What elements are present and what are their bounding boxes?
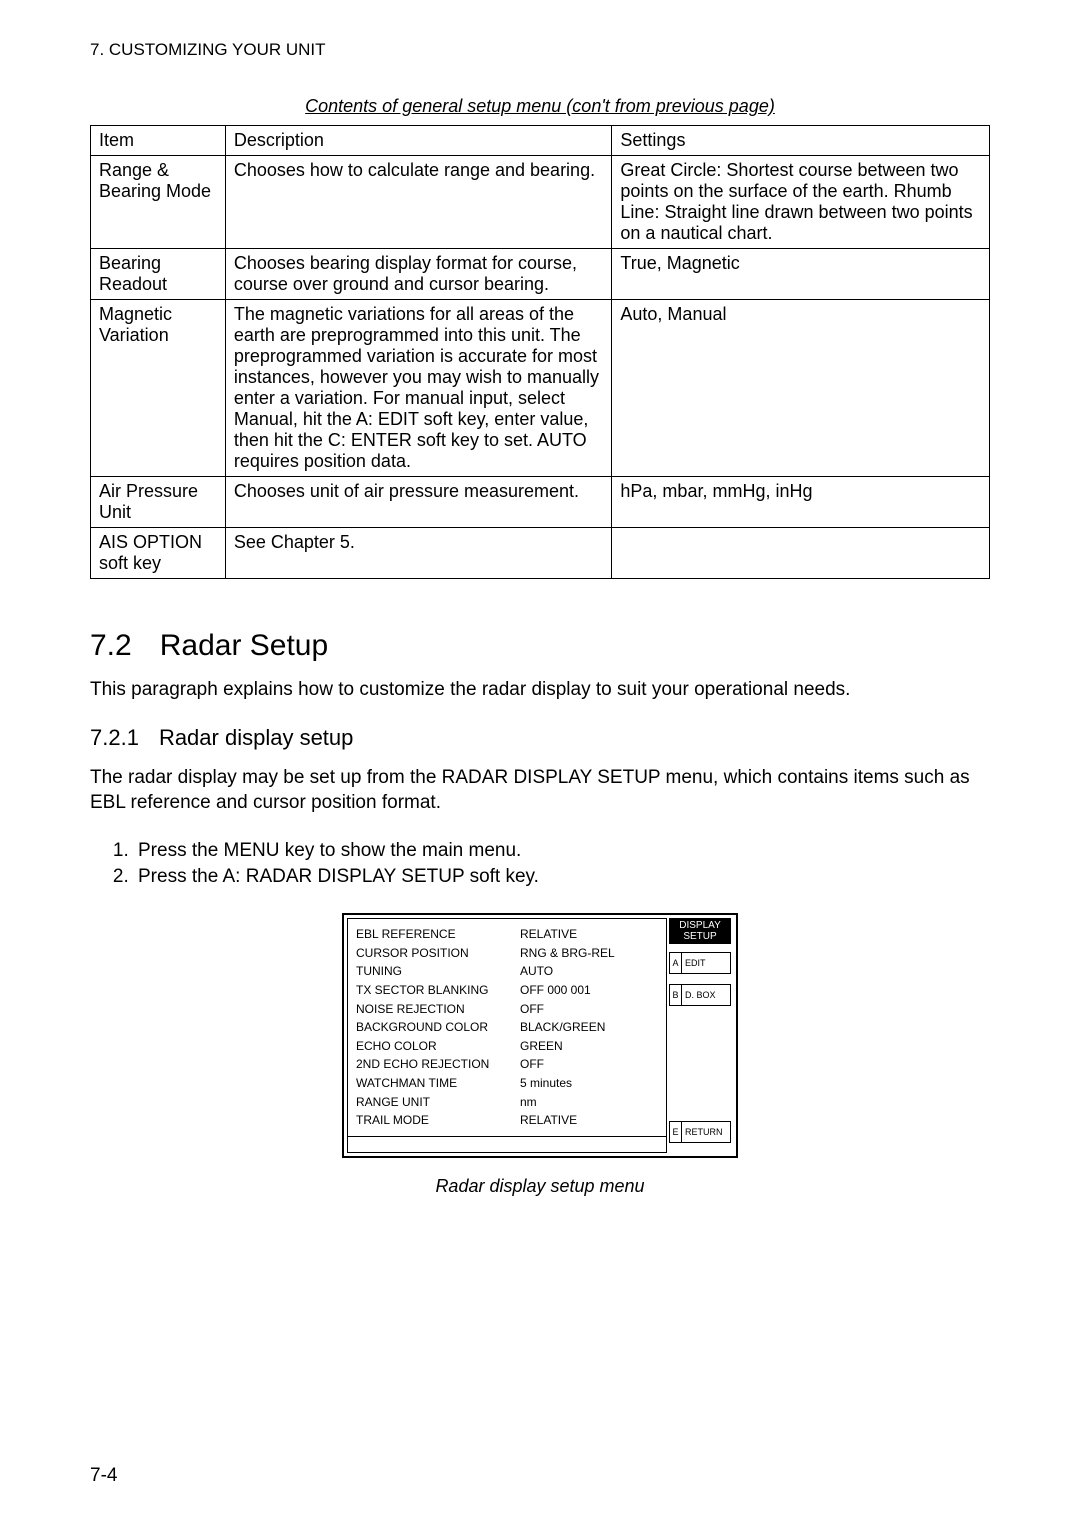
menu-item-value: RELATIVE [520,1111,658,1130]
subsection-title: Radar display setup [159,725,353,750]
cell-item: Magnetic Variation [91,300,226,477]
subsection-heading: 7.2.1 Radar display setup [90,725,990,751]
menu-row: CURSOR POSITIONRNG & BRG-REL [356,944,658,963]
menu-inner: EBL REFERENCERELATIVECURSOR POSITIONRNG … [347,918,733,1153]
softkey-label: EDIT [682,953,730,973]
subsection-intro: The radar display may be set up from the… [90,765,990,816]
menu-softkey-column: DISPLAY SETUP AEDITBD. BOX ERETURN [667,918,733,1153]
cell-description: See Chapter 5. [225,528,612,579]
menu-figure-container: EBL REFERENCERELATIVECURSOR POSITIONRNG … [90,913,990,1158]
cell-item: Air Pressure Unit [91,477,226,528]
cell-description: The magnetic variations for all areas of… [225,300,612,477]
softkey-letter: E [670,1122,682,1142]
cell-description: Chooses bearing display format for cours… [225,249,612,300]
softkey-button[interactable]: AEDIT [669,952,731,974]
menu-left-column: EBL REFERENCERELATIVECURSOR POSITIONRNG … [347,918,667,1153]
menu-row: TUNINGAUTO [356,962,658,981]
radar-menu-figure: EBL REFERENCERELATIVECURSOR POSITIONRNG … [342,913,738,1158]
softkey-spacer [669,1016,731,1121]
menu-item-value: BLACK/GREEN [520,1018,658,1037]
menu-item-value: nm [520,1093,658,1112]
menu-item-label: WATCHMAN TIME [356,1074,516,1093]
section-intro: This paragraph explains how to customize… [90,677,990,703]
section-heading: 7.2 Radar Setup [90,629,990,663]
menu-item-label: TRAIL MODE [356,1111,516,1130]
softkey-letter: A [670,953,682,973]
menu-item-label: TX SECTOR BLANKING [356,981,516,1000]
menu-row: RANGE UNITnm [356,1093,658,1112]
cell-item: Bearing Readout [91,249,226,300]
menu-item-label: TUNING [356,962,516,981]
softkey-title: DISPLAY SETUP [669,918,731,944]
cell-settings: Auto, Manual [612,300,990,477]
table-row: Magnetic VariationThe magnetic variation… [91,300,990,477]
menu-item-value: OFF 000 001 [520,981,658,1000]
softkey-button[interactable]: ERETURN [669,1121,731,1143]
section-number: 7.2 [90,629,132,662]
menu-row: WATCHMAN TIME5 minutes [356,1074,658,1093]
table-row: Bearing ReadoutChooses bearing display f… [91,249,990,300]
menu-item-value: OFF [520,1055,658,1074]
softkey-label: RETURN [682,1122,730,1142]
menu-item-label: BACKGROUND COLOR [356,1018,516,1037]
menu-row: EBL REFERENCERELATIVE [356,925,658,944]
page: 7. CUSTOMIZING YOUR UNIT Contents of gen… [0,0,1080,1527]
section-title: Radar Setup [160,629,328,662]
table-header-row: Item Description Settings [91,126,990,156]
menu-row: 2ND ECHO REJECTIONOFF [356,1055,658,1074]
softkey-label: D. BOX [682,985,730,1005]
cell-description: Chooses how to calculate range and beari… [225,156,612,249]
cell-settings: True, Magnetic [612,249,990,300]
steps-list: Press the MENU key to show the main menu… [90,838,990,889]
table-caption: Contents of general setup menu (con't fr… [90,96,990,117]
menu-item-label: NOISE REJECTION [356,1000,516,1019]
cell-settings: hPa, mbar, mmHg, inHg [612,477,990,528]
step-item: Press the MENU key to show the main menu… [134,838,990,864]
menu-item-label: 2ND ECHO REJECTION [356,1055,516,1074]
menu-item-label: EBL REFERENCE [356,925,516,944]
col-header-settings: Settings [612,126,990,156]
softkey-letter: B [670,985,682,1005]
menu-item-label: RANGE UNIT [356,1093,516,1112]
menu-row: NOISE REJECTIONOFF [356,1000,658,1019]
cell-item: Range & Bearing Mode [91,156,226,249]
menu-item-label: CURSOR POSITION [356,944,516,963]
menu-footer-bar [347,1137,667,1153]
menu-row: BACKGROUND COLORBLACK/GREEN [356,1018,658,1037]
cell-description: Chooses unit of air pressure measurement… [225,477,612,528]
cell-settings [612,528,990,579]
setup-table: Item Description Settings Range & Bearin… [90,125,990,579]
page-number: 7-4 [90,1465,117,1487]
col-header-item: Item [91,126,226,156]
menu-item-value: GREEN [520,1037,658,1056]
cell-settings: Great Circle: Shortest course between tw… [612,156,990,249]
menu-item-value: RELATIVE [520,925,658,944]
softkey-button[interactable]: BD. BOX [669,984,731,1006]
table-row: Range & Bearing ModeChooses how to calcu… [91,156,990,249]
menu-item-label: ECHO COLOR [356,1037,516,1056]
menu-item-value: RNG & BRG-REL [520,944,658,963]
table-row: AIS OPTION soft keySee Chapter 5. [91,528,990,579]
menu-item-value: AUTO [520,962,658,981]
menu-row: TRAIL MODERELATIVE [356,1111,658,1130]
step-item: Press the A: RADAR DISPLAY SETUP soft ke… [134,864,990,890]
figure-caption: Radar display setup menu [90,1176,990,1197]
menu-row: ECHO COLORGREEN [356,1037,658,1056]
table-row: Air Pressure UnitChooses unit of air pre… [91,477,990,528]
cell-item: AIS OPTION soft key [91,528,226,579]
menu-item-value: 5 minutes [520,1074,658,1093]
menu-row: TX SECTOR BLANKINGOFF 000 001 [356,981,658,1000]
subsection-number: 7.2.1 [90,725,139,750]
menu-item-value: OFF [520,1000,658,1019]
chapter-header: 7. CUSTOMIZING YOUR UNIT [90,40,990,60]
col-header-description: Description [225,126,612,156]
